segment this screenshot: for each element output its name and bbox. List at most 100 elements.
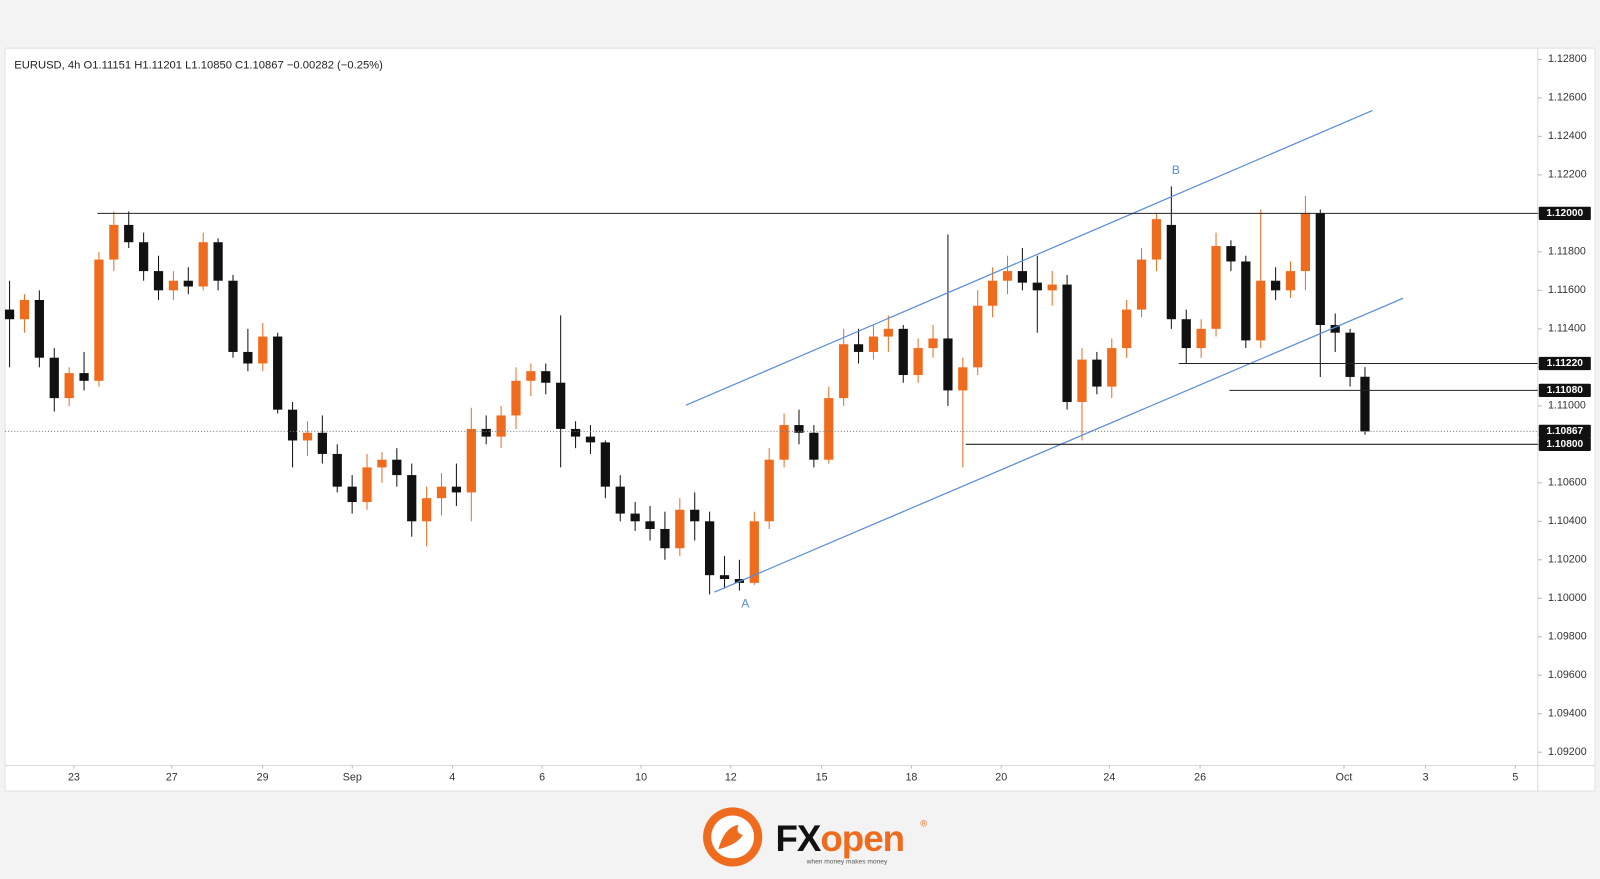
level-label-box — [1538, 356, 1591, 371]
y-tick-label: 1.12200 — [1548, 169, 1587, 181]
candle-body — [824, 398, 834, 460]
y-tick-label: 1.09800 — [1548, 631, 1587, 643]
level-label: 1.10800 — [1546, 439, 1583, 450]
y-tick-label: 1.12800 — [1548, 53, 1587, 65]
level-label: 1.10867 — [1546, 426, 1583, 437]
candle-body — [1062, 284, 1072, 402]
y-tick-label: 1.11600 — [1548, 284, 1586, 296]
candle-body — [958, 367, 968, 391]
candle-body — [1122, 309, 1132, 349]
candle-body — [451, 486, 462, 493]
candle-body — [1181, 319, 1191, 349]
candle-body — [973, 305, 983, 368]
candle-body — [1166, 224, 1176, 320]
candle-body — [1077, 359, 1087, 402]
channel-line — [685, 109, 1373, 406]
candle-body — [987, 280, 998, 306]
candle-body — [347, 486, 357, 503]
logo-bull — [718, 824, 743, 850]
y-tick-label: 1.10600 — [1548, 477, 1587, 489]
y-tick-label: 1.10400 — [1548, 515, 1587, 527]
channel-line — [714, 297, 1404, 593]
logo-registered: ® — [920, 819, 927, 829]
candle-body — [422, 498, 432, 522]
candle-body — [496, 415, 506, 437]
candle-body — [407, 475, 417, 522]
x-tick-label: 3 — [1423, 772, 1429, 784]
candle-body — [273, 336, 283, 410]
x-tick-label: 4 — [449, 772, 455, 784]
level-label-box — [1538, 437, 1591, 451]
candle-body — [570, 428, 581, 437]
x-tick-label: 6 — [539, 772, 545, 784]
candle-body — [853, 344, 864, 352]
candle-body — [809, 432, 819, 460]
x-tick-label: 10 — [635, 772, 647, 784]
candle-body — [362, 467, 372, 503]
x-tick-label: 15 — [816, 772, 828, 784]
candle-body — [690, 509, 700, 522]
candle-body — [1107, 348, 1117, 387]
chart-panel — [4, 47, 1596, 792]
candle-body — [585, 436, 596, 443]
candle-body — [1196, 328, 1206, 349]
candle-body — [764, 459, 774, 522]
candle-body — [704, 521, 715, 576]
chart-title: EURUSD, 4h O1.11151 H1.11201 L1.10850 C1… — [14, 59, 383, 71]
candle-body — [1017, 271, 1028, 283]
candle-body — [898, 328, 908, 376]
candle-body — [124, 224, 134, 243]
y-tick-label: 1.11400 — [1548, 323, 1586, 335]
candle-body — [198, 242, 208, 287]
y-tick-label: 1.11800 — [1548, 246, 1586, 258]
candle-body — [615, 486, 625, 514]
candle-body — [183, 280, 193, 287]
logo-text: FXopen — [776, 818, 905, 859]
y-tick-label: 1.09400 — [1548, 708, 1587, 720]
level-label-box — [1538, 206, 1591, 220]
y-tick-label: 1.09600 — [1548, 669, 1587, 681]
candle-body — [4, 309, 15, 320]
candle-body — [839, 344, 849, 399]
candle-body — [928, 338, 938, 349]
x-tick-label: 18 — [905, 772, 917, 784]
candle-body — [64, 373, 74, 399]
level-label-box — [1538, 424, 1591, 439]
candle-body — [287, 409, 298, 441]
annotation: A — [741, 596, 750, 610]
candle-body — [243, 351, 253, 364]
x-tick-label: 26 — [1194, 772, 1206, 784]
candle-body — [1032, 282, 1042, 291]
candle-body — [377, 459, 387, 468]
y-tick-label: 1.12600 — [1548, 92, 1587, 104]
candle-body — [794, 425, 804, 433]
candle-body — [630, 513, 640, 522]
annotation: B — [1172, 163, 1180, 177]
candle-body — [228, 280, 238, 352]
candle-body — [481, 428, 491, 437]
level-label-box — [1538, 383, 1591, 398]
candle-body — [868, 336, 879, 352]
candle-body — [511, 380, 521, 416]
x-tick-label: 23 — [68, 772, 80, 784]
candle-body — [34, 299, 44, 358]
candle-body — [213, 242, 223, 281]
candle-body — [1285, 271, 1296, 291]
candle-body — [1002, 271, 1013, 281]
level-label: 1.11220 — [1547, 358, 1584, 369]
level-label: 1.12000 — [1546, 208, 1583, 219]
candle-body — [1226, 246, 1236, 262]
candle-body — [749, 521, 759, 583]
x-tick-label: Oct — [1336, 772, 1353, 784]
candle-body — [317, 432, 327, 454]
x-tick-label: 12 — [725, 772, 737, 784]
candle-body — [49, 357, 59, 399]
candle-body — [19, 299, 30, 320]
logo-tagline: when money makes money — [806, 858, 888, 865]
candle-body — [332, 453, 342, 487]
candle-body — [109, 224, 119, 260]
candle-body — [1330, 324, 1340, 333]
x-tick-label: 27 — [166, 772, 178, 784]
